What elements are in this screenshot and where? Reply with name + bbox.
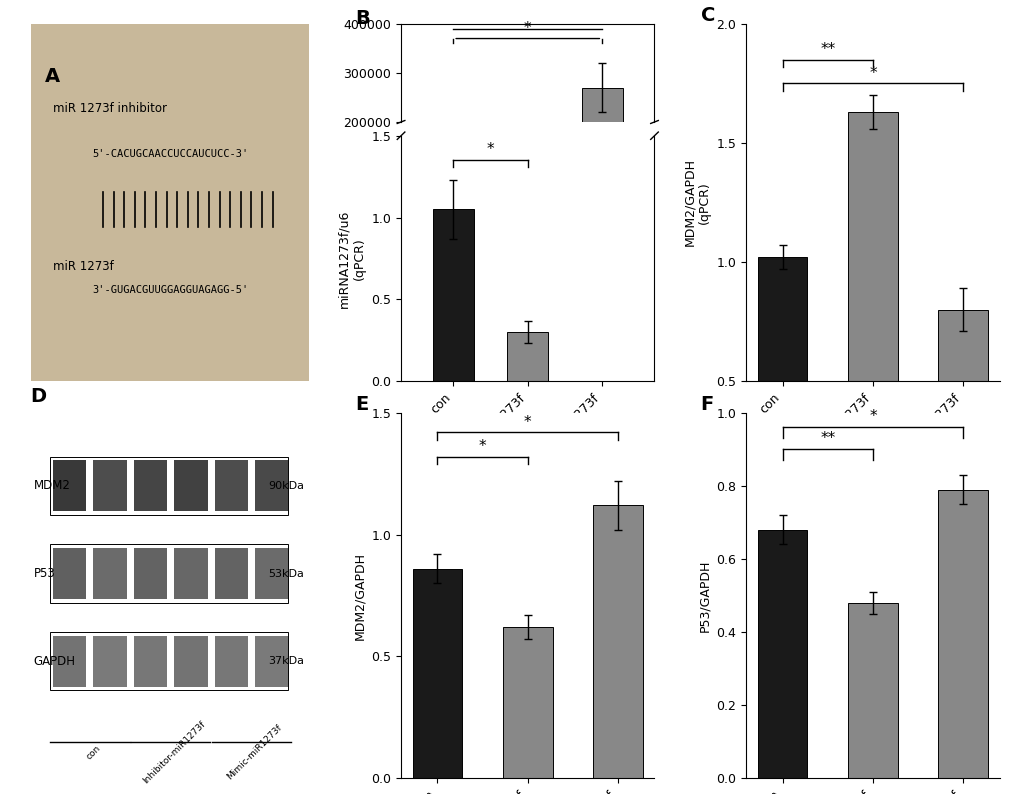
- Text: **: **: [819, 431, 835, 445]
- Bar: [757, 530, 807, 778]
- FancyBboxPatch shape: [93, 636, 126, 687]
- Bar: [432, 210, 473, 381]
- Y-axis label: miRNA1273f/u6
(qPCR): miRNA1273f/u6 (qPCR): [337, 210, 366, 307]
- FancyBboxPatch shape: [31, 24, 309, 381]
- Text: **: **: [819, 42, 835, 57]
- Bar: [937, 310, 987, 500]
- Bar: [506, 332, 548, 381]
- FancyBboxPatch shape: [255, 461, 288, 511]
- Text: *: *: [524, 21, 531, 36]
- Text: GAPDH: GAPDH: [34, 655, 75, 668]
- Text: *: *: [868, 66, 876, 81]
- Text: MDM2: MDM2: [34, 480, 70, 492]
- FancyBboxPatch shape: [214, 461, 248, 511]
- FancyBboxPatch shape: [53, 636, 87, 687]
- Bar: [757, 257, 807, 500]
- FancyBboxPatch shape: [53, 548, 87, 599]
- Text: 5'-CACUGCAACCUCCAUCUCC-3': 5'-CACUGCAACCUCCAUCUCC-3': [92, 149, 248, 159]
- FancyBboxPatch shape: [255, 548, 288, 599]
- FancyBboxPatch shape: [93, 548, 126, 599]
- Text: *: *: [486, 142, 494, 157]
- FancyBboxPatch shape: [214, 636, 248, 687]
- FancyBboxPatch shape: [174, 548, 208, 599]
- Text: 90kDa: 90kDa: [268, 481, 304, 491]
- Bar: [502, 627, 552, 778]
- Y-axis label: P53/GAPDH: P53/GAPDH: [697, 559, 710, 632]
- Text: P53: P53: [34, 567, 55, 580]
- Bar: [847, 603, 897, 778]
- Text: F: F: [700, 395, 713, 414]
- Text: B: B: [355, 9, 370, 28]
- Text: *: *: [524, 415, 531, 430]
- Y-axis label: MDM2/GAPDH
(qPCR): MDM2/GAPDH (qPCR): [682, 159, 710, 246]
- Text: 3'-GUGACGUUGGAGGUAGAGG-5': 3'-GUGACGUUGGAGGUAGAGG-5': [92, 285, 248, 295]
- Y-axis label: MDM2/GAPDH: MDM2/GAPDH: [353, 552, 366, 639]
- Bar: [412, 569, 462, 778]
- FancyBboxPatch shape: [53, 461, 87, 511]
- Text: A: A: [45, 67, 59, 86]
- Bar: [593, 506, 642, 778]
- FancyBboxPatch shape: [133, 636, 167, 687]
- Text: Mimic-miR1273f: Mimic-miR1273f: [225, 723, 283, 781]
- Bar: [847, 112, 897, 500]
- FancyBboxPatch shape: [174, 636, 208, 687]
- FancyBboxPatch shape: [133, 548, 167, 599]
- Text: 37kDa: 37kDa: [268, 657, 304, 666]
- Text: miR 1273f inhibitor: miR 1273f inhibitor: [53, 102, 167, 115]
- Text: *: *: [478, 439, 486, 454]
- Text: miR 1273f: miR 1273f: [53, 260, 113, 272]
- FancyBboxPatch shape: [93, 461, 126, 511]
- Text: D: D: [31, 387, 47, 406]
- FancyBboxPatch shape: [255, 636, 288, 687]
- FancyBboxPatch shape: [214, 548, 248, 599]
- Text: con: con: [84, 743, 102, 761]
- Text: *: *: [868, 409, 876, 424]
- Text: 53kDa: 53kDa: [268, 569, 304, 579]
- Bar: [937, 490, 987, 778]
- Bar: [581, 87, 623, 220]
- FancyBboxPatch shape: [133, 461, 167, 511]
- Text: Inhibitor-miR1273f: Inhibitor-miR1273f: [141, 719, 207, 785]
- Text: C: C: [700, 6, 714, 25]
- FancyBboxPatch shape: [174, 461, 208, 511]
- Text: E: E: [355, 395, 368, 414]
